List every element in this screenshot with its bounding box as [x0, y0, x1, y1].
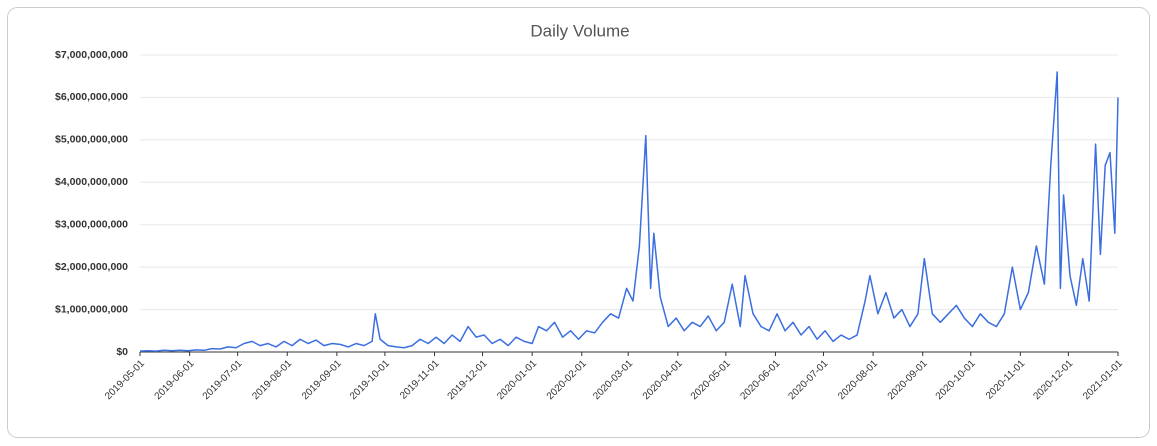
chart-title: Daily Volume	[530, 21, 629, 40]
series-line	[139, 71, 1119, 352]
y-tick-label: $7,000,000,000	[55, 49, 128, 61]
y-tick-label: $4,000,000,000	[55, 176, 128, 188]
y-tick-label: $1,000,000,000	[55, 303, 128, 315]
card	[7, 7, 1150, 438]
y-tick-label: $5,000,000,000	[55, 134, 128, 146]
y-tick-label: $2,000,000,000	[55, 261, 128, 273]
y-tick-label: $0	[116, 346, 128, 358]
y-tick-label: $3,000,000,000	[55, 218, 128, 230]
y-tick-label: $6,000,000,000	[55, 91, 128, 103]
